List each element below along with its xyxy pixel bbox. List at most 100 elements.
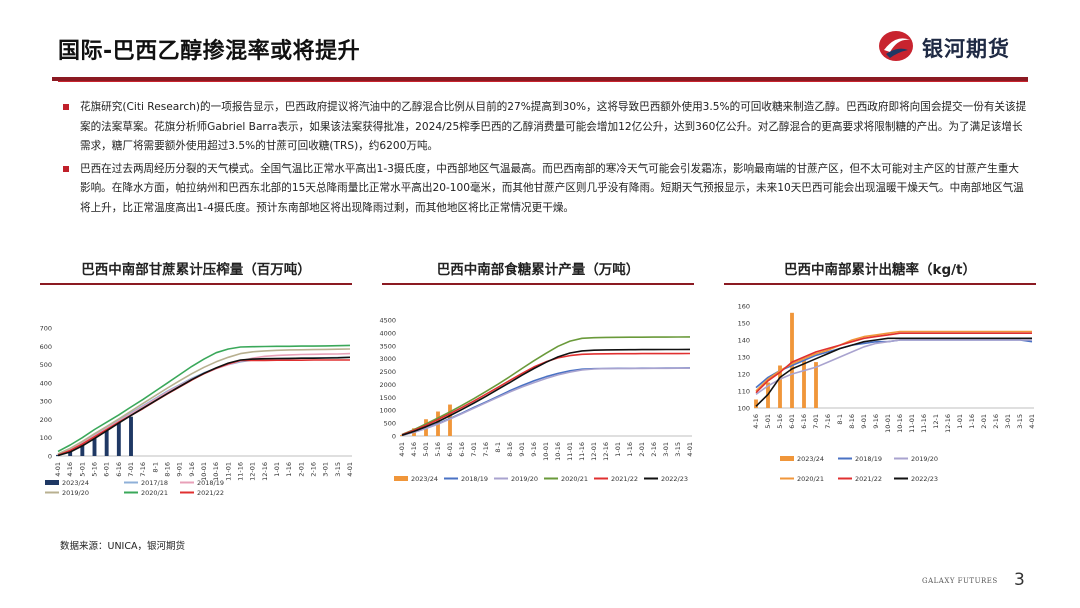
header-rule [52, 77, 1028, 81]
x-tick-label: 4-01 [54, 462, 62, 477]
line-2022/23 [401, 348, 691, 436]
line-2021/22 [57, 359, 350, 456]
line-2022/23 [755, 337, 1032, 407]
x-tick-label: 9-16 [530, 442, 538, 457]
x-tick-label: 8-1 [836, 414, 844, 425]
bullet-text: 巴西在过去两周经历分裂的天气模式。全国气温比正常水平高出1-3摄氏度，中西部地区… [80, 162, 1024, 214]
x-tick-label: 4-01 [398, 442, 406, 457]
y-tick-label: 500 [384, 420, 396, 428]
x-tick-label: 8-1 [494, 442, 502, 453]
line-2017/18 [57, 356, 351, 455]
chart-2-title: 巴西中南部食糖累计产量（万吨） [436, 262, 640, 278]
y-tick-label: 1000 [379, 407, 396, 415]
x-tick-label: 12-16 [602, 442, 610, 461]
x-tick-label: 9-01 [176, 462, 184, 477]
x-tick-label: 7-16 [824, 414, 832, 429]
x-tick-label: 10-16 [896, 414, 904, 433]
y-tick-label: 130 [738, 354, 750, 362]
x-tick-label: 5-01 [422, 442, 430, 457]
page-title: 国际-巴西乙醇掺混率或将提升 [58, 39, 361, 64]
bar-2023/24 [68, 450, 73, 456]
bullet-text: 花旗研究(Citi Research)的一项报告显示，巴西政府提议将汽油中的乙醇… [80, 101, 1027, 152]
bar-2023/24 [754, 399, 758, 408]
x-tick-label: 9-16 [872, 414, 880, 429]
data-source: 数据来源：UNICA，银河期货 [60, 541, 185, 552]
x-tick-label: 5-16 [434, 442, 442, 457]
x-tick-label: 5-01 [764, 414, 772, 429]
y-tick-label: 3500 [379, 342, 396, 350]
chart-3-sugar-yield: 100 110 120 130 140 150 160 4-16 5-01 5-16 6-01 6-1… [738, 303, 1036, 484]
x-tick-label: 10-01 [884, 414, 892, 433]
line-2020/21 [57, 344, 351, 453]
legend-swatch [394, 476, 408, 481]
x-tick-label: 5-16 [91, 462, 99, 477]
legend-label: 2021/22 [855, 475, 882, 483]
x-tick-label: 10-16 [212, 462, 220, 481]
legend-label: 2018/19 [197, 479, 224, 487]
x-tick-label: 11-16 [578, 442, 586, 461]
y-tick-label: 0 [392, 433, 396, 441]
page-number: 3 [1014, 570, 1025, 590]
line-2019/20 [57, 348, 351, 455]
x-tick-label: 6-01 [446, 442, 454, 457]
legend-label: 2018/19 [855, 455, 882, 463]
x-tick-label: 3-15 [334, 462, 342, 477]
footer-brand: GALAXY FUTURES [922, 577, 998, 585]
chart-3-title: 巴西中南部累计出糖率（kg/t） [783, 262, 977, 278]
x-tick-label: 2-16 [992, 414, 1000, 429]
legend-label: 2020/21 [797, 475, 824, 483]
legend-label: 2021/22 [197, 489, 224, 497]
x-tick-label: 11-01 [224, 462, 232, 481]
x-tick-label: 8-16 [506, 442, 514, 457]
legend-label: 2019/20 [911, 455, 938, 463]
legend-label: 2020/21 [561, 475, 588, 483]
bullet-item: 巴西在过去两周经历分裂的天气模式。全国气温比正常水平高出1-3摄氏度，中西部地区… [62, 160, 1027, 219]
brand-logo [879, 31, 913, 61]
bullet-marker-icon [63, 165, 69, 172]
y-tick-label: 110 [738, 388, 750, 396]
bar-2023/24 [778, 365, 782, 408]
chart-1-rule [40, 283, 352, 285]
y-tick-label: 300 [40, 398, 52, 406]
line-2021/22 [401, 352, 691, 436]
x-tick-label: 7-16 [139, 462, 147, 477]
chart-3-rule [724, 283, 1036, 285]
x-tick-label: 1-16 [285, 462, 293, 477]
x-tick-label: 10-16 [554, 442, 562, 461]
legend-label: 2019/20 [62, 489, 89, 497]
line-2021/22 [755, 332, 1032, 394]
legend-label: 2023/24 [62, 479, 89, 487]
legend-swatch [45, 480, 59, 485]
line-2018/19 [755, 339, 1033, 389]
x-tick-label: 11-01 [566, 442, 574, 461]
line-2020/21 [755, 330, 1032, 392]
x-tick-label: 2-01 [297, 462, 305, 477]
x-tick-label: 7-01 [470, 442, 478, 457]
x-tick-label: 9-01 [518, 442, 526, 457]
x-tick-label: 8-1 [151, 462, 159, 473]
line-2020/21 [401, 336, 691, 436]
x-tick-label: 11-16 [237, 462, 245, 481]
x-tick-label: 1-16 [626, 442, 634, 457]
x-tick-label: 7-01 [812, 414, 820, 429]
galaxy-logo-icon [879, 31, 913, 61]
line-2022/23 [57, 356, 351, 457]
legend-label: 2023/24 [797, 455, 824, 463]
x-tick-label: 8-16 [164, 462, 172, 477]
x-tick-label: 1-01 [273, 462, 281, 477]
x-tick-label: 2-01 [638, 442, 646, 457]
brand-name: 银河期货 [922, 37, 1010, 61]
x-tick-label: 2-16 [310, 462, 318, 477]
chart-1-cane-crush: 0 100 200 300 400 500 600 700 4-01 4-16 5-01 5-16 6-… [40, 325, 354, 498]
bar-2023/24 [129, 416, 133, 456]
bar-2023/24 [80, 443, 85, 456]
x-tick-label: 11-01 [908, 414, 916, 433]
x-tick-label: 4-01 [1028, 414, 1036, 429]
x-tick-label: 6-01 [788, 414, 796, 429]
line-2019/20 [401, 367, 690, 437]
x-tick-label: 2-16 [650, 442, 658, 457]
y-tick-label: 140 [738, 337, 750, 345]
x-tick-label: 1-01 [614, 442, 622, 457]
x-tick-label: 12-1 [932, 414, 940, 429]
header-rule-accent [58, 81, 1028, 82]
